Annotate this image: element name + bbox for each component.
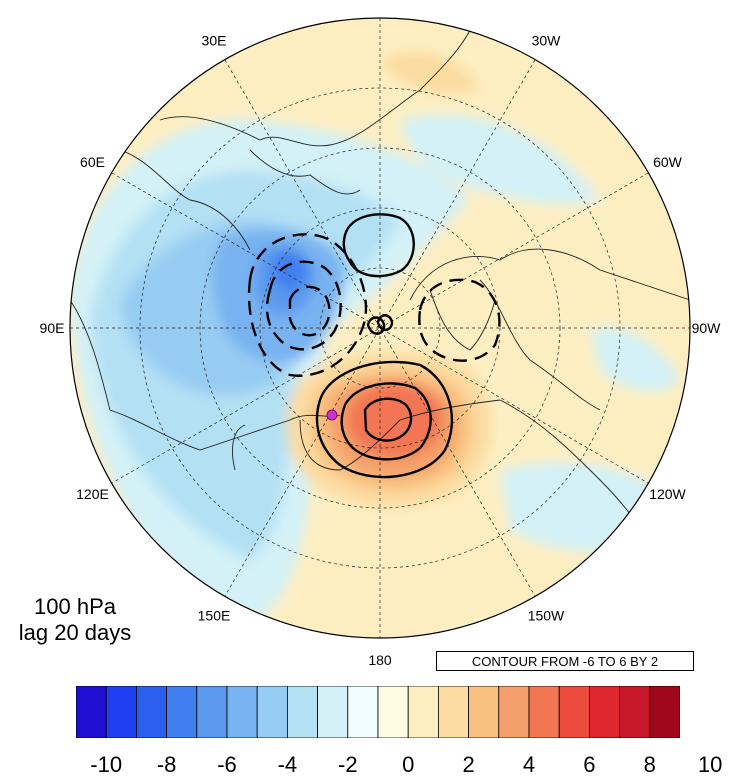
lon-label-2: 60W	[653, 154, 683, 170]
colorbar-tick-1: -8	[156, 752, 177, 777]
lag-label: lag 20 days	[18, 620, 132, 645]
colorbar-tick-6: 2	[462, 752, 475, 777]
longitude-labels: 0 30W 60W 90W 120W 150W 180 150E 120E 90E 60E 30E	[40, 0, 722, 668]
colorbar	[76, 686, 680, 738]
colorbar-swatch-14	[498, 686, 530, 738]
colorbar-swatch-12	[437, 686, 469, 738]
colorbar-tick-5: 0	[402, 752, 415, 777]
map-border	[69, 17, 691, 639]
colorbar-swatch-5	[226, 686, 258, 738]
coastlines	[70, 29, 690, 561]
lon-label-10: 60E	[80, 154, 105, 170]
graticule	[70, 18, 690, 638]
colorbar-swatch-6	[256, 686, 288, 738]
lon-label-1: 30W	[532, 33, 562, 49]
colorbar-tick-9: 8	[643, 752, 656, 777]
colorbar-swatch-7	[286, 686, 318, 738]
lon-label-5: 150W	[528, 608, 565, 624]
colorbar-tick-2: -6	[217, 752, 237, 777]
colorbar-tick-3: -4	[277, 752, 298, 777]
colorbar-tick-0: -10	[90, 752, 123, 777]
colorbar-tick-10: 10	[697, 752, 723, 777]
colorbar-swatch-3	[166, 686, 198, 738]
lon-label-11: 30E	[202, 33, 227, 49]
lon-label-7: 150E	[198, 608, 231, 624]
lon-label-3: 90W	[692, 320, 722, 336]
colorbar-swatch-0	[76, 686, 107, 738]
colorbar-swatch-9	[347, 686, 379, 738]
plot-annotation: 100 hPa lag 20 days	[0, 594, 150, 646]
level-label: 100 hPa	[34, 594, 116, 619]
lon-label-0: 0	[376, 0, 384, 2]
colorbar-tick-4: -2	[338, 752, 358, 777]
lon-label-6: 180	[368, 652, 392, 668]
lon-label-9: 90E	[40, 320, 65, 336]
colorbar-swatch-2	[136, 686, 168, 738]
polar-map: 0 30W 60W 90W 120W 150W 180 150E 120E 90E 60E 30E	[40, 0, 722, 668]
lon-label-8: 120E	[76, 486, 109, 502]
colorbar-swatch-16	[558, 686, 590, 738]
colorbar-swatch-15	[528, 686, 560, 738]
colorbar-swatch-11	[407, 686, 439, 738]
colorbar-swatch-18	[619, 686, 651, 738]
colorbar-tick-8: 6	[583, 752, 596, 777]
colorbar-tick-labels: -10 -8 -6 -4 -2 0 2 4 6 8 10	[0, 752, 736, 782]
lon-label-4: 120W	[649, 486, 686, 502]
colorbar-tick-7: 4	[522, 752, 536, 777]
colorbar-swatch-1	[105, 686, 137, 738]
colorbar-swatch-8	[317, 686, 349, 738]
location-marker	[326, 409, 338, 421]
colorbar-swatch-19	[649, 686, 680, 738]
colorbar-swatch-17	[589, 686, 621, 738]
contour-lines	[247, 213, 501, 479]
contour-info-box: CONTOUR FROM -6 TO 6 BY 2	[436, 651, 694, 671]
colorbar-swatch-4	[196, 686, 228, 738]
colorbar-swatch-13	[468, 686, 500, 738]
colorbar-swatch-10	[377, 686, 409, 738]
